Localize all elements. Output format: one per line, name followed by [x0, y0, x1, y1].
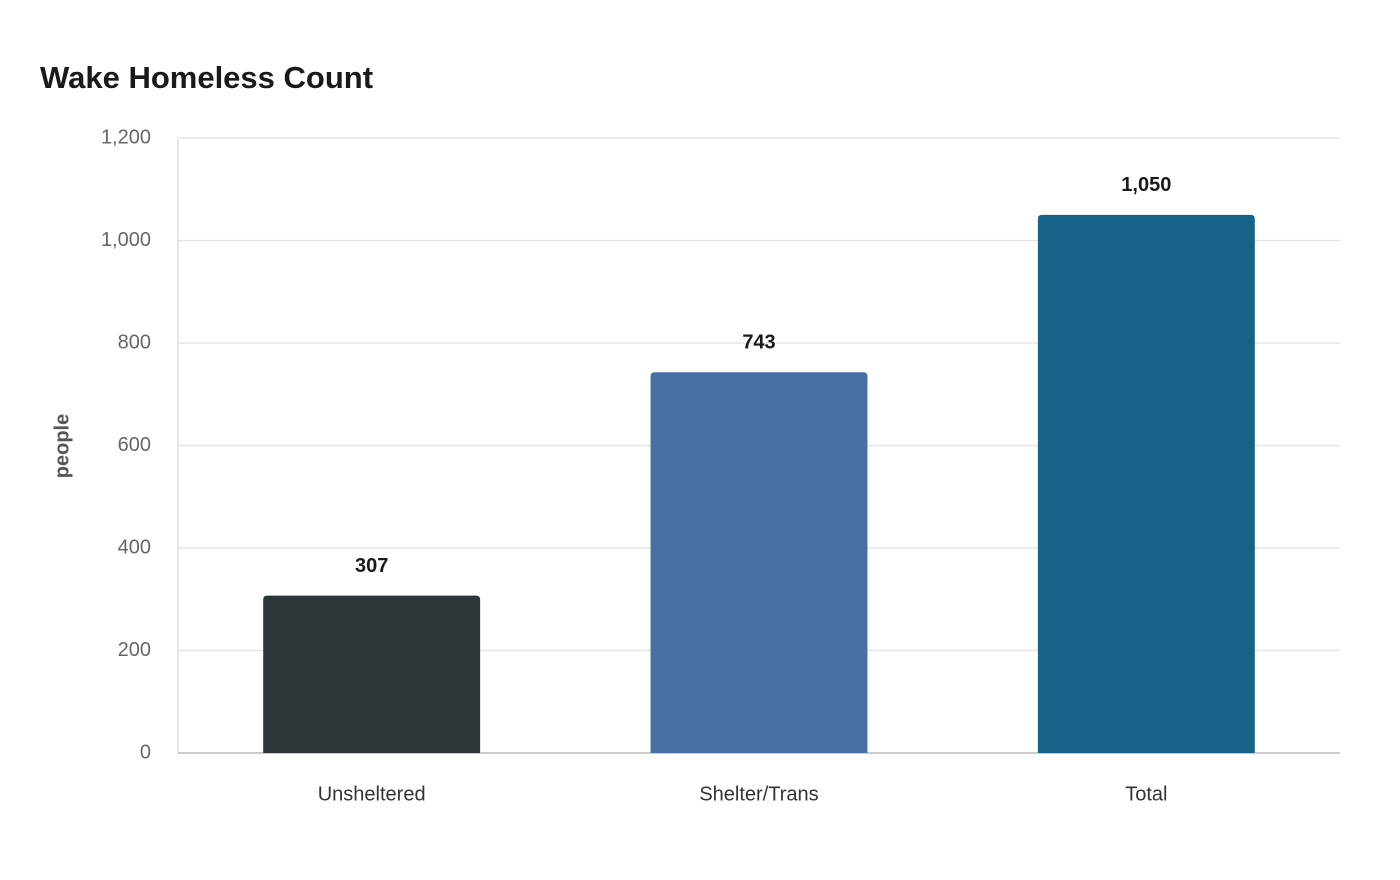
- value-label: 307: [355, 555, 388, 577]
- y-axis-label: people: [51, 414, 73, 478]
- x-tick-label: Shelter/Trans: [699, 783, 818, 805]
- chart-title: Wake Homeless Count: [40, 60, 373, 95]
- bar: [650, 372, 868, 753]
- value-label: 743: [742, 331, 775, 353]
- y-tick-label: 1,200: [101, 126, 151, 148]
- y-tick-label: 600: [118, 434, 151, 456]
- y-tick-label: 800: [118, 331, 151, 353]
- bar: [1037, 214, 1255, 753]
- value-label: 1,050: [1121, 174, 1171, 196]
- bar: [263, 595, 481, 753]
- y-tick-label: 0: [140, 741, 151, 763]
- y-tick-label: 1,000: [101, 229, 151, 251]
- x-tick-label: Total: [1125, 783, 1167, 805]
- x-tick-label: Unsheltered: [318, 783, 426, 805]
- y-tick-label: 400: [118, 536, 151, 558]
- y-tick-label: 200: [118, 639, 151, 661]
